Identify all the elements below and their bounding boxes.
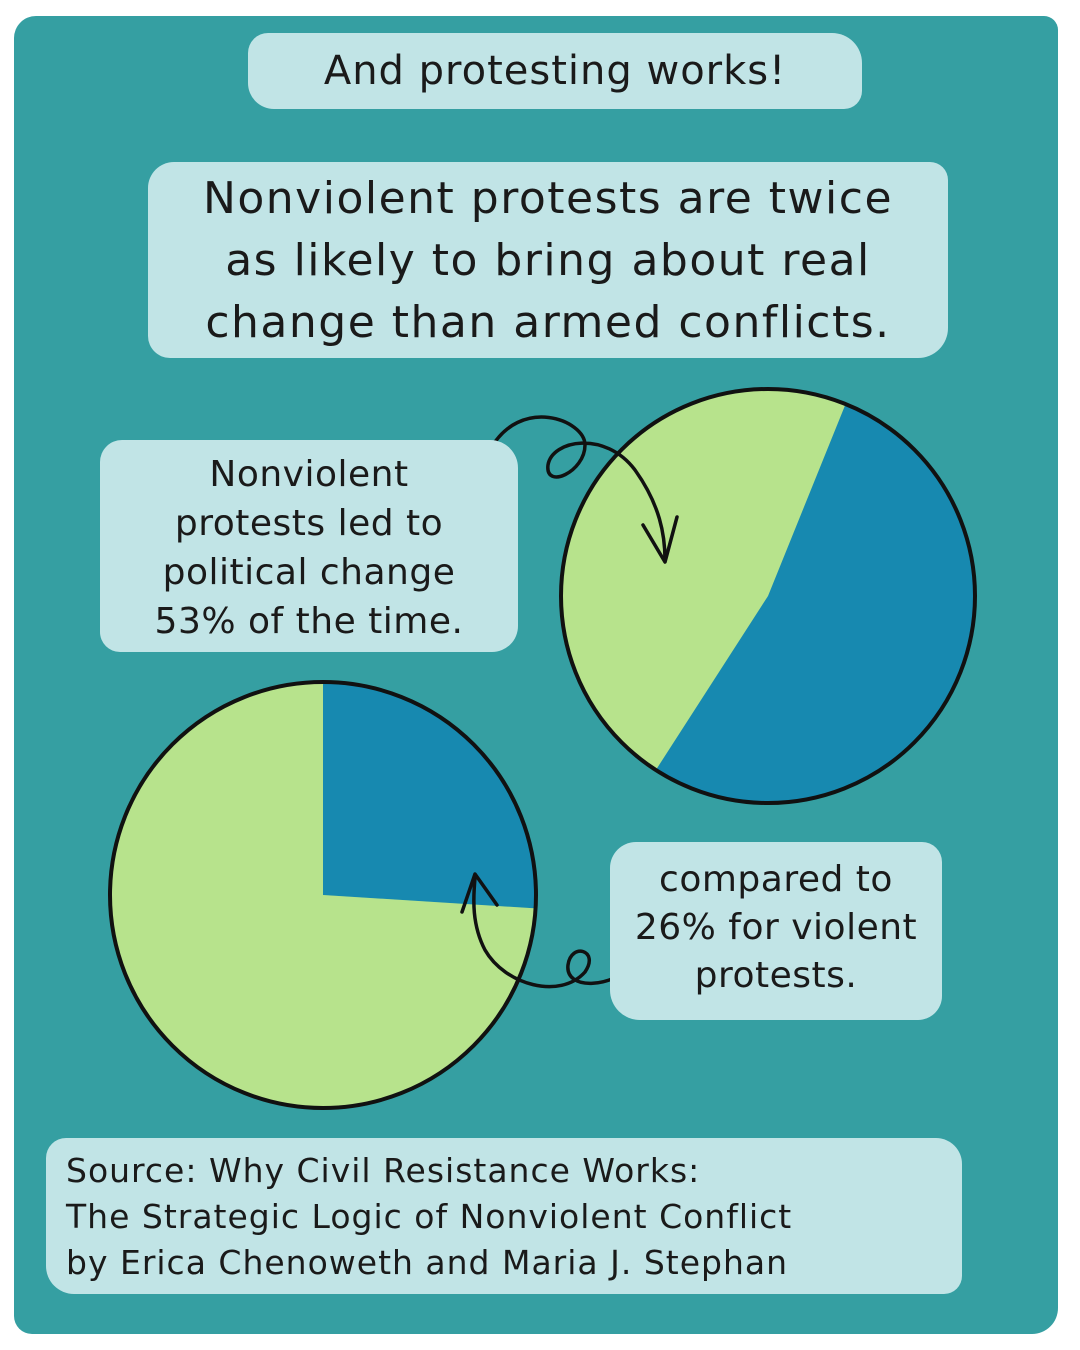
headline: Nonviolent protests are twice as likely … bbox=[148, 162, 948, 358]
violent-annotation: compared to 26% for violent protests. bbox=[610, 842, 942, 1020]
title: And protesting works! bbox=[248, 33, 862, 109]
nonviolent-annotation: Nonviolent protests led to political cha… bbox=[100, 440, 518, 652]
source-citation: Source: Why Civil Resistance Works: The … bbox=[46, 1138, 962, 1294]
